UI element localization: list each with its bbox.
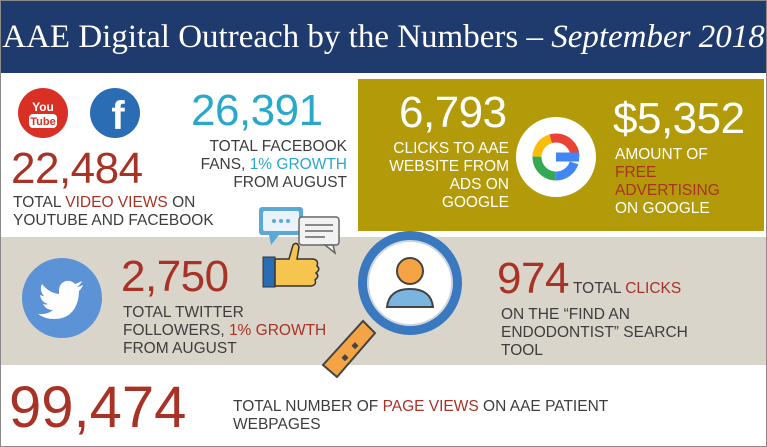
facebook-fans-number: 26,391 — [191, 86, 323, 135]
page-title: AAE Digital Outreach by the Numbers – Se… — [1, 1, 766, 73]
find-endo-caption: ON THE “FIND AN ENDODONTIST” SEARCH TOOL — [501, 306, 688, 359]
title-main: AAE Digital Outreach by the Numbers – — [2, 19, 552, 55]
youtube-icon: You Tube — [17, 87, 69, 139]
find-endo-headline: 974 TOTAL CLICKS — [497, 254, 682, 303]
video-views-number: 22,484 — [11, 144, 143, 193]
google-icon — [515, 116, 597, 198]
facebook-icon: f — [89, 87, 141, 139]
twitter-icon — [21, 257, 103, 339]
free-ads-number: $5,352 — [613, 94, 745, 143]
twitter-followers-number: 2,750 — [121, 252, 229, 301]
page-views-number: 99,474 — [9, 375, 187, 440]
free-ads-caption: AMOUNT OF FREE ADVERTISING ON GOOGLE — [615, 146, 720, 217]
twitter-followers-caption: TOTAL TWITTER FOLLOWERS, 1% GROWTH FROM … — [123, 304, 327, 357]
magnifier-person-icon — [315, 225, 475, 385]
find-endo-number: 974 — [497, 254, 569, 303]
facebook-fans-caption: TOTAL FACEBOOK FANS, 1% GROWTH FROM AUGU… — [200, 138, 347, 191]
ad-clicks-caption: CLICKS TO AAE WEBSITE FROM ADS ON GOOGLE — [389, 140, 509, 211]
page-views-caption: TOTAL NUMBER OF PAGE VIEWS ON AAE PATIEN… — [233, 398, 608, 433]
ad-clicks-number: 6,793 — [399, 88, 507, 137]
svg-text:f: f — [111, 94, 125, 138]
svg-text:Tube: Tube — [30, 116, 55, 128]
header-banner: AAE Digital Outreach by the Numbers – Se… — [1, 1, 766, 73]
title-date: September 2018 — [551, 19, 765, 55]
video-views-caption: TOTAL VIDEO VIEWS ON YOUTUBE AND FACEBOO… — [13, 194, 214, 229]
svg-text:You: You — [32, 100, 54, 114]
thumbs-up-chat-icon — [253, 197, 349, 293]
